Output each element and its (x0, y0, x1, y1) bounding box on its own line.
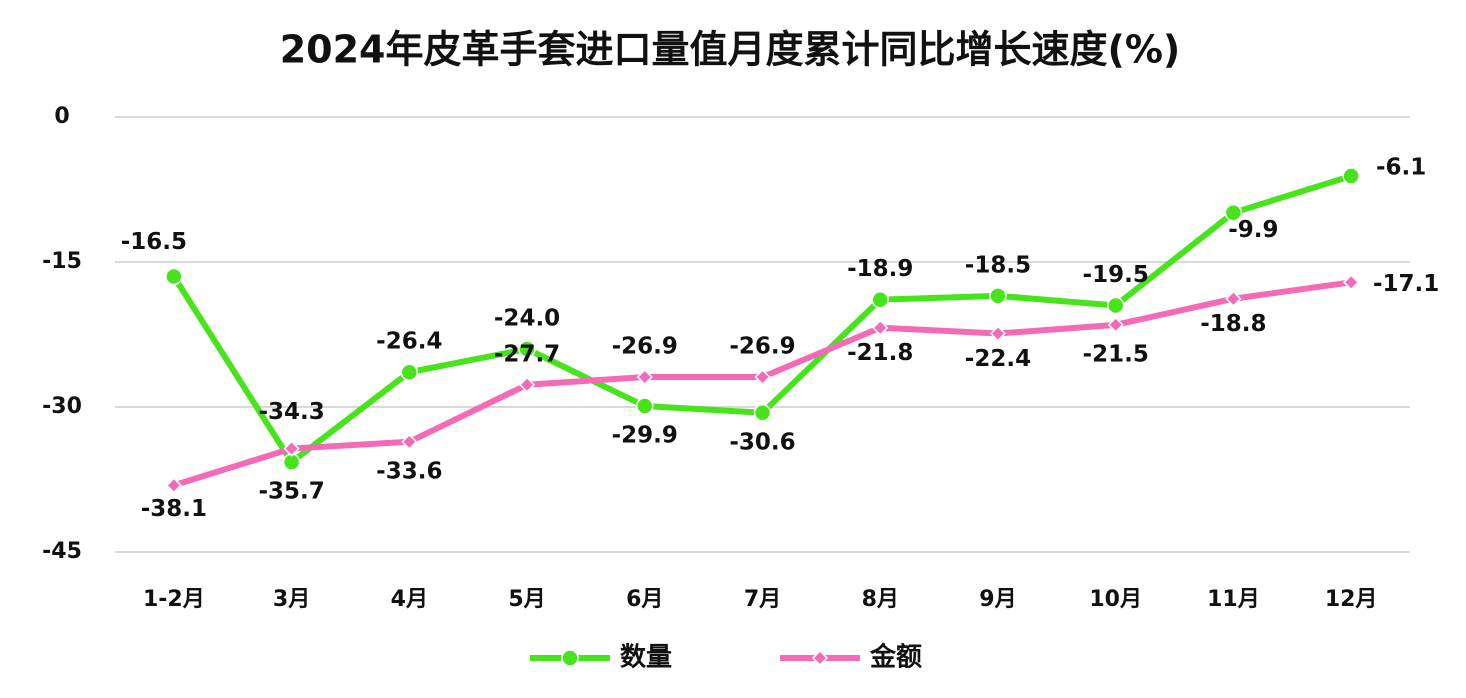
point (401, 433, 418, 450)
point (871, 290, 889, 309)
data-label: -19.5 (1083, 262, 1149, 288)
x-tick-label: 6月 (626, 587, 663, 612)
point (636, 397, 654, 415)
point (1342, 167, 1360, 185)
point (400, 363, 419, 381)
point (561, 649, 579, 667)
data-label: -18.9 (847, 256, 913, 282)
point (1343, 274, 1360, 291)
data-label: -9.9 (1228, 217, 1278, 243)
data-label: -29.9 (612, 423, 678, 449)
x-tick-label: 11月 (1207, 587, 1260, 612)
x-tick-label: 5月 (508, 587, 545, 612)
data-label: -18.5 (965, 252, 1031, 278)
legend-label: 金额 (869, 642, 922, 673)
x-tick-label: 9月 (979, 587, 1016, 612)
data-label: -26.9 (729, 334, 795, 360)
data-label: -27.7 (494, 341, 560, 367)
y-tick-label: -30 (42, 394, 82, 419)
data-label: -26.9 (612, 334, 678, 360)
point (1107, 316, 1124, 333)
x-tick-label: 8月 (862, 587, 899, 612)
point (518, 376, 536, 393)
data-label: -16.5 (121, 229, 187, 255)
point (1225, 290, 1242, 307)
data-label: -6.1 (1376, 154, 1426, 180)
data-label: -34.3 (258, 399, 324, 425)
x-tick-label: 10月 (1089, 587, 1142, 612)
point (989, 325, 1007, 342)
data-label: -21.5 (1083, 341, 1149, 367)
point (872, 319, 889, 336)
point (165, 477, 182, 494)
point (811, 649, 829, 667)
point (283, 440, 300, 457)
data-label: -30.6 (729, 429, 795, 455)
point (753, 404, 772, 422)
y-tick-label: 0 (54, 104, 69, 129)
chart-title: 2024年皮革手套进口量值月度累计同比增长速度(%) (280, 28, 1181, 72)
data-label: -22.4 (965, 346, 1031, 372)
data-label: -21.8 (847, 340, 913, 366)
data-label: -38.1 (141, 496, 207, 522)
x-tick-label: 1-2月 (143, 587, 205, 612)
y-tick-label: -15 (42, 249, 82, 274)
x-tick-label: 4月 (391, 587, 428, 612)
legend-label: 数量 (620, 643, 672, 673)
point (518, 340, 536, 358)
x-tick-label: 3月 (273, 587, 310, 612)
point (636, 368, 653, 386)
y-tick-label: -45 (42, 539, 82, 564)
point (1224, 203, 1243, 222)
data-label: -24.0 (494, 306, 560, 332)
point (754, 368, 771, 386)
point (165, 267, 183, 286)
x-tick-label: 12月 (1325, 587, 1378, 612)
data-label: -17.1 (1373, 271, 1439, 297)
data-label: -33.6 (376, 458, 442, 484)
data-label: -35.7 (258, 479, 324, 505)
point (989, 287, 1007, 305)
data-label: -18.8 (1200, 311, 1266, 337)
x-tick-label: 7月 (744, 587, 781, 612)
point (1106, 296, 1125, 315)
data-label: -26.4 (376, 329, 442, 355)
